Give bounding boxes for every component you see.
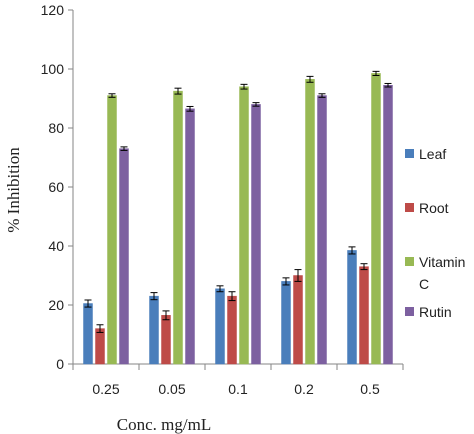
x-tick-label: 0.2 <box>294 381 314 397</box>
legend-swatch-rutin <box>405 307 414 316</box>
bar-rutin <box>317 95 327 365</box>
bar-leaf <box>83 303 93 365</box>
bar-leaf <box>215 288 225 365</box>
x-tick-label: 0.25 <box>92 381 119 397</box>
y-tick-label: 0 <box>56 356 64 372</box>
x-tick-label: 0.1 <box>228 381 248 397</box>
legend-swatch-leaf <box>405 149 414 158</box>
bar-root <box>359 266 369 365</box>
y-tick-label: 20 <box>48 297 64 313</box>
bar-root <box>95 328 105 365</box>
bar-root <box>293 275 303 365</box>
legend-label: Leaf <box>419 146 446 162</box>
bar-root <box>227 295 237 365</box>
y-tick-label: 120 <box>41 2 65 18</box>
bar-rutin <box>383 84 393 365</box>
bar-vitamin-c <box>173 90 183 365</box>
bar-vitamin-c <box>305 79 315 365</box>
y-axis-title: % Inhibition <box>4 147 23 233</box>
legend-label: Rutin <box>419 304 452 320</box>
y-tick-label: 60 <box>48 179 64 195</box>
legend-label: Vitamin C <box>419 254 465 292</box>
y-tick-label: 40 <box>48 238 64 254</box>
x-tick-label: 0.5 <box>360 381 380 397</box>
bar-vitamin-c <box>107 95 117 365</box>
x-axis-title: Conc. mg/mL <box>117 415 211 434</box>
legend: Leaf Root Vitamin C Rutin <box>405 146 465 320</box>
plot-area: 0 20 40 60 80 100 120 0.25 0.05 0.1 0.2 0.5 <box>41 2 404 397</box>
bar-rutin <box>119 148 129 365</box>
bar-rutin <box>251 104 261 365</box>
bar-leaf <box>281 281 291 365</box>
bar-vitamin-c <box>239 86 249 365</box>
legend-swatch-root <box>405 203 414 212</box>
bar-leaf <box>347 250 357 365</box>
legend-swatch-vitamin-c <box>405 257 414 266</box>
bar-vitamin-c <box>371 73 381 365</box>
legend-label: Root <box>419 200 449 216</box>
bar-rutin <box>185 108 195 365</box>
y-tick-label: 100 <box>41 61 65 77</box>
y-tick-label: 80 <box>48 120 64 136</box>
x-tick-label: 0.05 <box>158 381 185 397</box>
bar-leaf <box>149 295 159 365</box>
bar-root <box>161 315 171 365</box>
